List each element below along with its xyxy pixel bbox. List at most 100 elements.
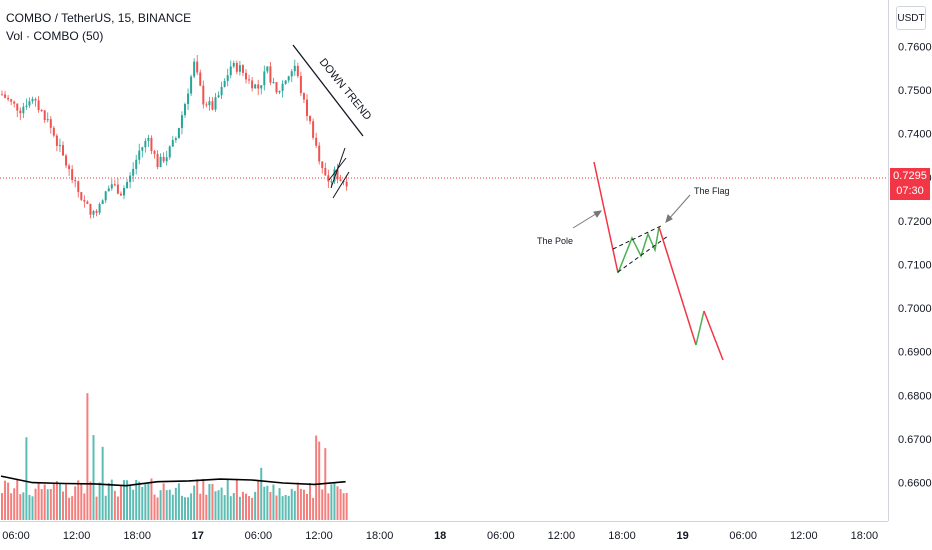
price-axis[interactable]: 0.76000.75000.74000.73000.72000.71000.70… (898, 41, 932, 489)
candle-body (95, 211, 98, 213)
volume-bar (19, 494, 22, 520)
volume-bar (245, 493, 247, 520)
candle-body (10, 99, 13, 102)
time-tick-label: 17 (192, 530, 204, 542)
price-tick-label: 0.7500 (898, 85, 932, 97)
volume-bar (217, 490, 220, 520)
volume-bar (135, 479, 138, 520)
currency-unit-button[interactable]: USDT (896, 6, 926, 30)
price-tick-label: 0.6700 (898, 434, 932, 446)
candle-body (208, 101, 211, 106)
candle-body (110, 184, 113, 189)
candle-body (86, 201, 89, 204)
volume-bar (171, 494, 174, 520)
volume-bar (312, 497, 315, 520)
volume-bar (254, 491, 257, 520)
volume-bar (98, 482, 101, 520)
volume-bar (83, 493, 86, 520)
candle-body (199, 72, 202, 86)
candle-body (19, 110, 22, 114)
volume-bar (336, 486, 339, 520)
volume-bar (4, 480, 7, 520)
volume-bar (10, 493, 13, 520)
candle-body (65, 155, 68, 166)
volume-bar (232, 493, 235, 520)
volume-bar (34, 488, 37, 520)
volume-bar (293, 490, 296, 520)
candle-body (52, 127, 55, 136)
candle-body (229, 66, 232, 76)
volume-bar (52, 483, 55, 520)
volume-bar (302, 489, 305, 520)
symbol-title[interactable]: COMBO / TetherUS, 15, BINANCE (6, 11, 192, 25)
candle-body (321, 161, 324, 169)
time-tick-label: 06:00 (487, 530, 515, 542)
candle-body (89, 203, 92, 215)
projected-pole (593, 161, 619, 274)
projected-breakdown (658, 226, 697, 346)
volume-bar (123, 480, 125, 520)
time-tick-label: 06:00 (729, 530, 757, 542)
time-tick-label: 12:00 (548, 530, 576, 542)
candle-body (223, 80, 226, 87)
volume-bar (162, 483, 165, 520)
candle-body (269, 66, 272, 83)
candle-body (126, 182, 129, 189)
volume-bar (101, 446, 104, 520)
volume-bar (184, 497, 186, 520)
volume-bar (214, 491, 217, 520)
projected-final-drop (703, 310, 724, 361)
pole-arrow (572, 210, 603, 229)
price-tick-label: 0.7000 (898, 303, 932, 315)
candle-body (309, 115, 312, 122)
volume-legend[interactable]: Vol · COMBO (50) (6, 29, 104, 43)
volume-bar (49, 489, 52, 520)
candle-body (37, 100, 40, 110)
candle-body (80, 192, 83, 200)
candle-body (336, 169, 339, 180)
candle-body (16, 103, 19, 111)
candle-body (324, 168, 327, 176)
price-tick-label: 0.7100 (898, 260, 932, 272)
candle-body (257, 84, 260, 89)
volume-bar (153, 494, 156, 520)
candle-body (138, 150, 141, 160)
volume-bar (299, 488, 302, 520)
candle-body (187, 93, 190, 105)
candle-body (333, 169, 336, 182)
volume-bar (37, 482, 40, 520)
volume-bar (190, 493, 193, 520)
candle-body (306, 99, 308, 116)
candle-body (318, 145, 321, 162)
candle-body (266, 66, 269, 72)
candle-body (49, 119, 52, 128)
time-tick-label: 18 (434, 530, 446, 542)
volume-bar (43, 484, 46, 520)
candle-body (254, 84, 257, 89)
candle-body (156, 153, 159, 168)
candle-body (34, 99, 37, 101)
volume-bar (174, 487, 177, 520)
volume-bar (272, 484, 275, 520)
candle-body (159, 156, 162, 168)
candle-body (7, 97, 10, 100)
volume-bar (229, 496, 232, 520)
volume-bar (71, 496, 74, 520)
candle-body (74, 180, 77, 182)
volume-bar (65, 484, 68, 520)
candle-body (147, 137, 150, 141)
candle-body (293, 65, 296, 72)
candle-body (150, 137, 153, 152)
candle-body (217, 95, 220, 98)
candle-body (28, 101, 31, 106)
volume-bar (266, 485, 269, 520)
projected-bounce (695, 310, 705, 346)
candle-body (98, 204, 101, 213)
volume-bar (116, 496, 119, 520)
time-axis[interactable]: 06:00 12:00 18:00 17 06:00 12:00 18:00 18 06:00 1… (2, 530, 878, 542)
candle-body (241, 65, 244, 73)
volume-bar (80, 484, 83, 520)
candle-body (245, 72, 247, 80)
candle-body (214, 97, 217, 110)
